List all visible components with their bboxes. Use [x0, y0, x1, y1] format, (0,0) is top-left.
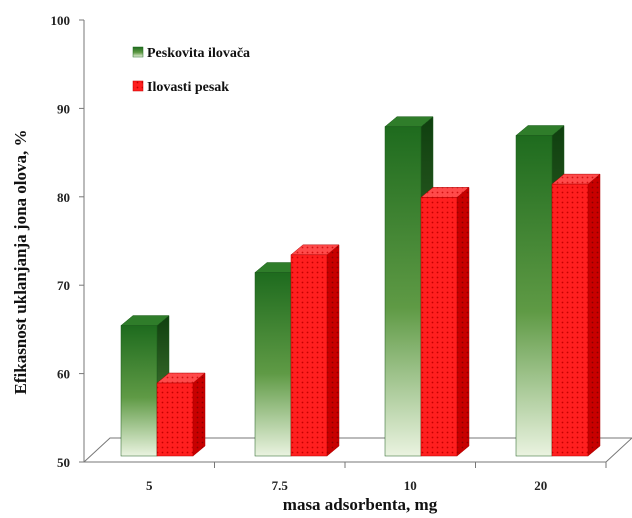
x-tick-label: 10: [404, 478, 417, 493]
x-axis-title: masa adsorbenta, mg: [283, 495, 438, 514]
x-tick-label: 20: [534, 478, 547, 493]
x-tick-label: 5: [146, 478, 153, 493]
legend: Peskovita ilovača Ilovasti pesak: [132, 46, 250, 95]
y-tick-label: 60: [57, 367, 70, 382]
bar-ilovasti-10: [420, 186, 470, 457]
bar-ilovasti-7.5: [290, 244, 340, 457]
y-axis-title: Efikasnost uklanjanja jona olova, %: [11, 130, 30, 395]
y-tick-label: 50: [57, 455, 70, 470]
y-tick-label: 100: [51, 13, 71, 28]
legend-swatch-ilovasti: [132, 80, 144, 92]
y-tick-label: 70: [57, 278, 70, 293]
legend-swatch-peskovita: [132, 46, 144, 58]
y-tick-label: 80: [57, 190, 70, 205]
legend-label-peskovita: Peskovita ilovača: [147, 46, 250, 61]
x-tick-label: 7.5: [272, 478, 289, 493]
bar-ilovasti-20: [551, 173, 601, 457]
legend-label-ilovasti: Ilovasti pesak: [147, 80, 229, 95]
y-tick-label: 90: [57, 101, 70, 116]
bar-peskovita-5: [120, 315, 170, 457]
bar-ilovasti-5: [156, 372, 206, 457]
